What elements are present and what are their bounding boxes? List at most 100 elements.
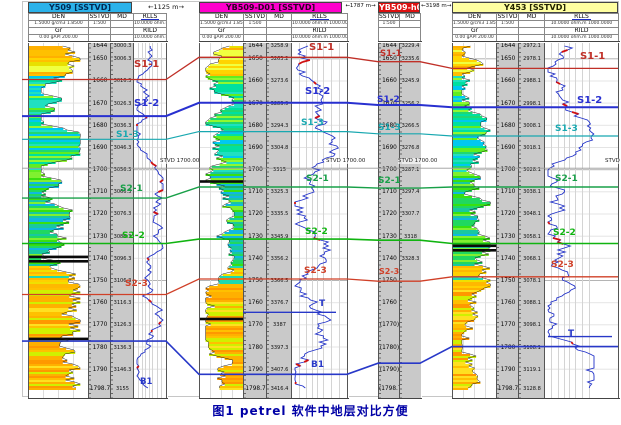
den-track[interactable]	[452, 43, 497, 398]
md-depth-label: 3325.3	[270, 189, 289, 196]
top-label-s1-3-well1[interactable]: S1-3	[116, 130, 139, 140]
sstvd-column: 1644 1650 1660 1670 1680 1690 1700 1710 1720 1730…	[496, 43, 519, 398]
sstvd-depth-label: 1798.7	[497, 385, 519, 392]
md-depth-label: 3307.7	[401, 211, 420, 218]
md-depth-label: 3056.3	[113, 167, 132, 174]
top-label-s2-1-well4[interactable]: S2-1	[555, 174, 578, 184]
stvd-grid-label-2: STVD 1700.00	[326, 158, 366, 164]
md-depth-label: 3263.2	[270, 56, 289, 63]
md-depth-label: 3128.8	[523, 385, 541, 392]
top-label-t-well2[interactable]: T	[319, 299, 326, 309]
well-title-y509-sstvd[interactable]: Y509 [SSTVD]	[28, 2, 132, 13]
rlls-track-name: RLLS	[572, 13, 591, 20]
well-title-yb509-d01-sstvd[interactable]: YB509-D01 [SSTVD]	[199, 2, 342, 13]
md-depth-label: 3273.6	[270, 78, 289, 85]
sstvd-depth-label: 1740	[500, 255, 516, 262]
md-depth-label: 2972.1	[523, 43, 541, 49]
md-depth-label: 3366.5	[270, 278, 289, 284]
sstvd-depth-label: 1790	[248, 366, 263, 373]
sstvd-depth-label: 1644	[382, 43, 397, 49]
top-label-s1-2-well3[interactable]: S1-2	[377, 95, 400, 105]
well-title-yb509-h01-sstvd[interactable]: YB509-h01 [SSTVD]	[378, 2, 420, 13]
md-depth-label: 3000.3	[113, 43, 132, 49]
sstvd-depth-label: 1798.7	[245, 385, 266, 392]
top-label-b1-well1[interactable]: B1	[140, 377, 153, 387]
top-label-s2-3-well3[interactable]: S2-3	[379, 267, 400, 276]
sstvd-depth-label: 1644	[500, 43, 516, 49]
top-label-s1-1-well1[interactable]: S1-1	[134, 59, 160, 70]
sstvd-depth-label: 1660	[92, 78, 108, 85]
md-depth-label: 3235.6	[401, 56, 420, 63]
den-track[interactable]	[199, 43, 244, 398]
top-label-s2-1-well3[interactable]: S2-1	[378, 176, 401, 186]
depth-tick-marks	[89, 43, 91, 398]
md-depth-label: 3016.3	[113, 78, 132, 85]
sstvd-depth-label: 1680	[92, 122, 108, 129]
sstvd-depth-label: (1770)	[379, 322, 400, 329]
md-depth-label: 3335.5	[270, 211, 289, 218]
top-label-s1-3-well4[interactable]: S1-3	[555, 124, 578, 134]
md-depth-label: 3146.3	[113, 366, 132, 373]
md-depth-label: 3119.1	[523, 366, 541, 373]
sstvd-column: 1644 1650 1660 1670 1680 1690 1700 1710 1720 1730…	[243, 43, 267, 398]
depth-tick-marks	[379, 43, 381, 398]
sstvd-depth-label: 1730	[382, 233, 397, 240]
top-label-s1-3-well3[interactable]: S1-3	[378, 123, 401, 133]
sstvd-depth-label: 1750	[248, 278, 263, 284]
md-depth-label: 3304.8	[270, 144, 289, 151]
md-depth-label: 3126.3	[113, 322, 132, 329]
top-label-s1-1-well2[interactable]: S1-1	[309, 42, 335, 53]
sstvd-depth-label: 1680	[500, 122, 516, 129]
top-label-s2-3-well2[interactable]: S2-3	[304, 266, 327, 276]
md-depth-label: 3088.1	[523, 300, 541, 307]
top-label-s2-2-well1[interactable]: S2-2	[122, 231, 145, 241]
sstvd-depth-label: 1720	[500, 211, 516, 218]
top-label-s1-2-well4[interactable]: S1-2	[577, 95, 603, 106]
den-track[interactable]	[28, 43, 89, 398]
sstvd-depth-label: 1740	[382, 255, 397, 262]
sstvd-depth-label: 1644	[92, 43, 108, 49]
md-depth-label: 3036.3	[113, 122, 132, 129]
md-depth-label: 3116.3	[113, 300, 132, 307]
md-depth-label: 3356.2	[270, 255, 289, 262]
gr-den-lithology-curve	[453, 43, 496, 398]
sstvd-depth-label: 1690	[500, 144, 516, 151]
top-label-t-well4[interactable]: T	[568, 329, 575, 339]
top-label-s2-3-well1[interactable]: S2-3	[125, 279, 148, 289]
md-depth-label: 3098.1	[523, 322, 541, 329]
md-depth-label: 3229.4	[401, 43, 420, 49]
top-label-s2-1-well1[interactable]: S2-1	[120, 184, 143, 194]
rlls-track-name: RLLS	[310, 13, 329, 20]
md-depth-label: 3026.3	[113, 100, 132, 107]
top-label-s2-3-well4[interactable]: S2-3	[551, 260, 574, 270]
md-depth-label: 3006.3	[113, 56, 132, 63]
top-label-s1-2-well2[interactable]: S1-2	[305, 86, 331, 97]
sstvd-depth-label: 1790	[92, 366, 108, 373]
top-label-s2-2-well2[interactable]: S2-2	[305, 227, 328, 237]
sstvd-depth-label: 1700	[500, 167, 516, 174]
top-label-s2-2-well4[interactable]: S2-2	[553, 228, 576, 238]
md-depth-label: 3028.1	[523, 167, 541, 174]
md-depth-label: 2988.1	[523, 78, 541, 85]
md-depth-label: 3315	[273, 167, 286, 174]
md-column: 3258.9 3263.2 3273.6 3283.9 3294.3 3304.8 3315…	[266, 43, 292, 398]
rlls-resistivity-curve	[134, 43, 166, 398]
top-label-s1-1-well3[interactable]: S1-1	[380, 49, 402, 59]
inter-well-distance-label-1: ←1125 m→	[148, 3, 184, 11]
top-label-s2-1-well2[interactable]: S2-1	[306, 174, 329, 184]
sstvd-depth-label: 1680	[382, 122, 397, 129]
top-label-b1-well2[interactable]: B1	[311, 360, 325, 370]
sstvd-depth-label: 1720	[248, 211, 263, 218]
md-depth-label: 3038.1	[523, 189, 541, 196]
sstvd-depth-label: (1790)	[379, 366, 400, 373]
rlls-track[interactable]	[133, 43, 167, 398]
md-depth-label: 3407.6	[270, 366, 289, 373]
sstvd-depth-label: 1760	[248, 300, 263, 307]
top-label-s1-1-well4[interactable]: S1-1	[580, 51, 606, 62]
top-label-s1-3-well2[interactable]: S1-3	[301, 118, 324, 128]
well-title-y453-sstvd[interactable]: Y453 [SSTVD]	[452, 2, 618, 13]
sstvd-depth-label: 1650	[92, 56, 108, 63]
top-label-s1-2-well1[interactable]: S1-2	[134, 98, 160, 109]
sstvd-depth-label: 1690	[382, 144, 397, 151]
sstvd-depth-label: 1790	[500, 366, 516, 373]
